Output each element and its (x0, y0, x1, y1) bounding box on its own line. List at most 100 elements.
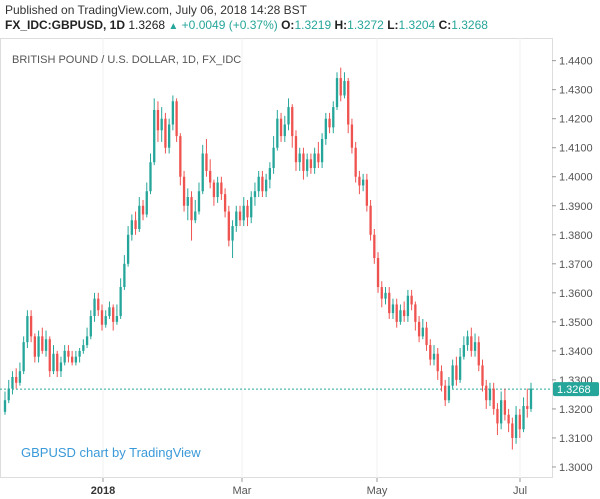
candle-body (104, 316, 107, 325)
candle-body (429, 345, 432, 360)
candle (458, 347, 462, 383)
candles (3, 67, 533, 450)
open-label: O: (281, 18, 295, 32)
candle (257, 170, 260, 198)
candle (317, 141, 320, 169)
candle-body (197, 191, 201, 212)
candle-body (59, 362, 63, 372)
candle (429, 339, 432, 366)
price-chart[interactable]: 1.4400 1.4300 1.4200 1.4100 1.4000 1.3900 1.38… (0, 38, 600, 499)
x-axis[interactable]: 2018 Mar May Jul (91, 478, 527, 497)
candle-body (406, 295, 410, 317)
candle-body (3, 400, 7, 412)
candle (126, 226, 130, 267)
candle-body (477, 342, 480, 366)
candle (328, 112, 331, 134)
candle-body (283, 124, 286, 137)
candle (171, 95, 175, 131)
plot-area[interactable] (0, 38, 553, 478)
candle-body (126, 234, 130, 264)
candle-body (444, 385, 447, 401)
candle-body (339, 78, 342, 96)
candle-body (89, 316, 92, 337)
candle (59, 356, 63, 377)
candle-body (11, 376, 14, 389)
close-label: C: (438, 18, 452, 32)
candle (119, 278, 122, 319)
candle-body (399, 310, 402, 322)
candle (492, 382, 495, 415)
low-value: 1.3204 (398, 18, 436, 32)
candle-body (499, 400, 503, 424)
candle (380, 281, 383, 308)
candle-body (67, 350, 70, 357)
candle (477, 336, 480, 372)
candle-body (223, 194, 227, 212)
candle (298, 147, 301, 171)
candle (403, 301, 406, 322)
candle (399, 304, 402, 325)
y-tick-label: 1.3800 (559, 230, 593, 242)
candle-body (388, 292, 391, 314)
candle (264, 173, 268, 198)
candle-body (410, 295, 413, 305)
candle (287, 98, 290, 131)
candle (141, 199, 145, 221)
candle (313, 147, 316, 174)
candle (93, 292, 96, 322)
candle (242, 197, 245, 227)
candle (376, 252, 380, 293)
candle (18, 362, 22, 386)
candle (503, 388, 507, 421)
candle (451, 359, 454, 389)
candle (507, 408, 510, 433)
candle (89, 310, 92, 340)
close-value: 1.3268 (451, 18, 488, 32)
candle-body (268, 168, 272, 180)
candle (425, 321, 428, 351)
candle (268, 162, 272, 189)
candle-body (153, 109, 156, 163)
candle-body (279, 118, 283, 137)
candle (414, 301, 417, 331)
candle-body (447, 385, 451, 401)
candle-body (78, 350, 81, 357)
candle-body (496, 408, 499, 424)
high-value: 1.3272 (347, 18, 384, 32)
candle (74, 350, 78, 366)
candle (3, 391, 7, 415)
candle-body (358, 176, 361, 186)
candle-body (373, 234, 376, 258)
candle-body (302, 153, 305, 171)
candle-body (186, 197, 189, 206)
candle-body (309, 159, 313, 169)
candle (235, 205, 238, 232)
candle-body (332, 107, 335, 128)
y-axis[interactable]: 1.4400 1.4300 1.4200 1.4100 1.4000 1.3900 1.38… (552, 56, 593, 474)
candle (205, 139, 208, 177)
candle-body (470, 336, 473, 351)
candle-body (320, 139, 324, 163)
candle (67, 345, 70, 363)
candle-body (328, 118, 331, 128)
candle (455, 356, 458, 386)
candle-body (201, 153, 204, 192)
candle (354, 141, 357, 183)
candle (391, 298, 395, 319)
candle-body (48, 339, 51, 372)
candle (250, 191, 253, 224)
candle-body (473, 342, 477, 351)
candle (261, 170, 264, 198)
candle (529, 382, 533, 412)
candle-body (15, 376, 18, 383)
y-tick-label: 1.3200 (559, 404, 593, 416)
candle (279, 112, 283, 142)
watermark: GBPUSD chart by TradingView (21, 445, 201, 460)
candle-body (246, 205, 249, 218)
candle-body (74, 356, 78, 363)
symbol-label: FX_IDC:GBPUSD, 1D (5, 18, 126, 32)
y-tick-label: 1.4200 (559, 114, 593, 126)
candle (182, 170, 186, 212)
candle (115, 304, 119, 325)
